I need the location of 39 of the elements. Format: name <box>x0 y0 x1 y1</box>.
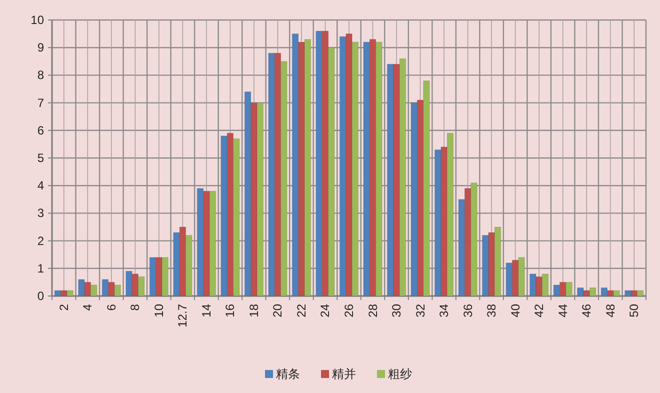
y-tick-label: 5 <box>37 151 44 165</box>
x-tick-label: 10 <box>152 304 166 318</box>
legend-label: 精条 <box>276 367 300 381</box>
legend-label: 粗纱 <box>388 367 412 381</box>
x-tick-label: 36 <box>460 304 475 318</box>
x-tick-label: 22 <box>294 304 308 318</box>
x-tick-label: 46 <box>580 304 594 318</box>
y-tick-label: 1 <box>37 261 44 276</box>
x-tick-label: 20 <box>270 304 285 318</box>
x-tick-label: 38 <box>484 304 499 318</box>
x-tick-label: 18 <box>246 304 261 318</box>
y-tick-label: 7 <box>37 96 44 110</box>
x-tick-label: 34 <box>437 304 452 318</box>
x-tick-label: 26 <box>342 304 356 318</box>
x-tick-label: 30 <box>390 304 404 318</box>
x-tick-label: 44 <box>556 304 570 318</box>
x-tick-label: 24 <box>318 304 332 318</box>
y-tick-label: 6 <box>37 123 44 138</box>
x-tick-label: 16 <box>223 304 238 318</box>
x-tick-label: 12.7 <box>176 304 190 328</box>
y-tick-label: 0 <box>37 289 44 303</box>
y-tick-label: 10 <box>30 13 44 27</box>
x-tick-label: 8 <box>128 304 142 311</box>
x-tick-label: 48 <box>603 304 618 318</box>
y-tick-label: 9 <box>37 40 44 55</box>
y-tick-label: 2 <box>37 234 44 248</box>
y-tick-label: 8 <box>37 68 44 82</box>
x-tick-label: 32 <box>413 304 428 318</box>
x-tick-label: 14 <box>199 304 214 318</box>
x-tick-label: 42 <box>532 304 546 318</box>
x-tick-label: 40 <box>508 304 522 318</box>
x-tick-label: 50 <box>627 304 642 318</box>
x-tick-label: 28 <box>366 304 380 318</box>
y-tick-label: 3 <box>37 206 44 220</box>
x-tick-label: 6 <box>104 304 118 311</box>
x-tick-label: 4 <box>80 304 95 311</box>
y-tick-label: 4 <box>37 178 44 193</box>
legend-label: 精并 <box>332 367 356 381</box>
x-tick-label: 2 <box>56 304 71 311</box>
